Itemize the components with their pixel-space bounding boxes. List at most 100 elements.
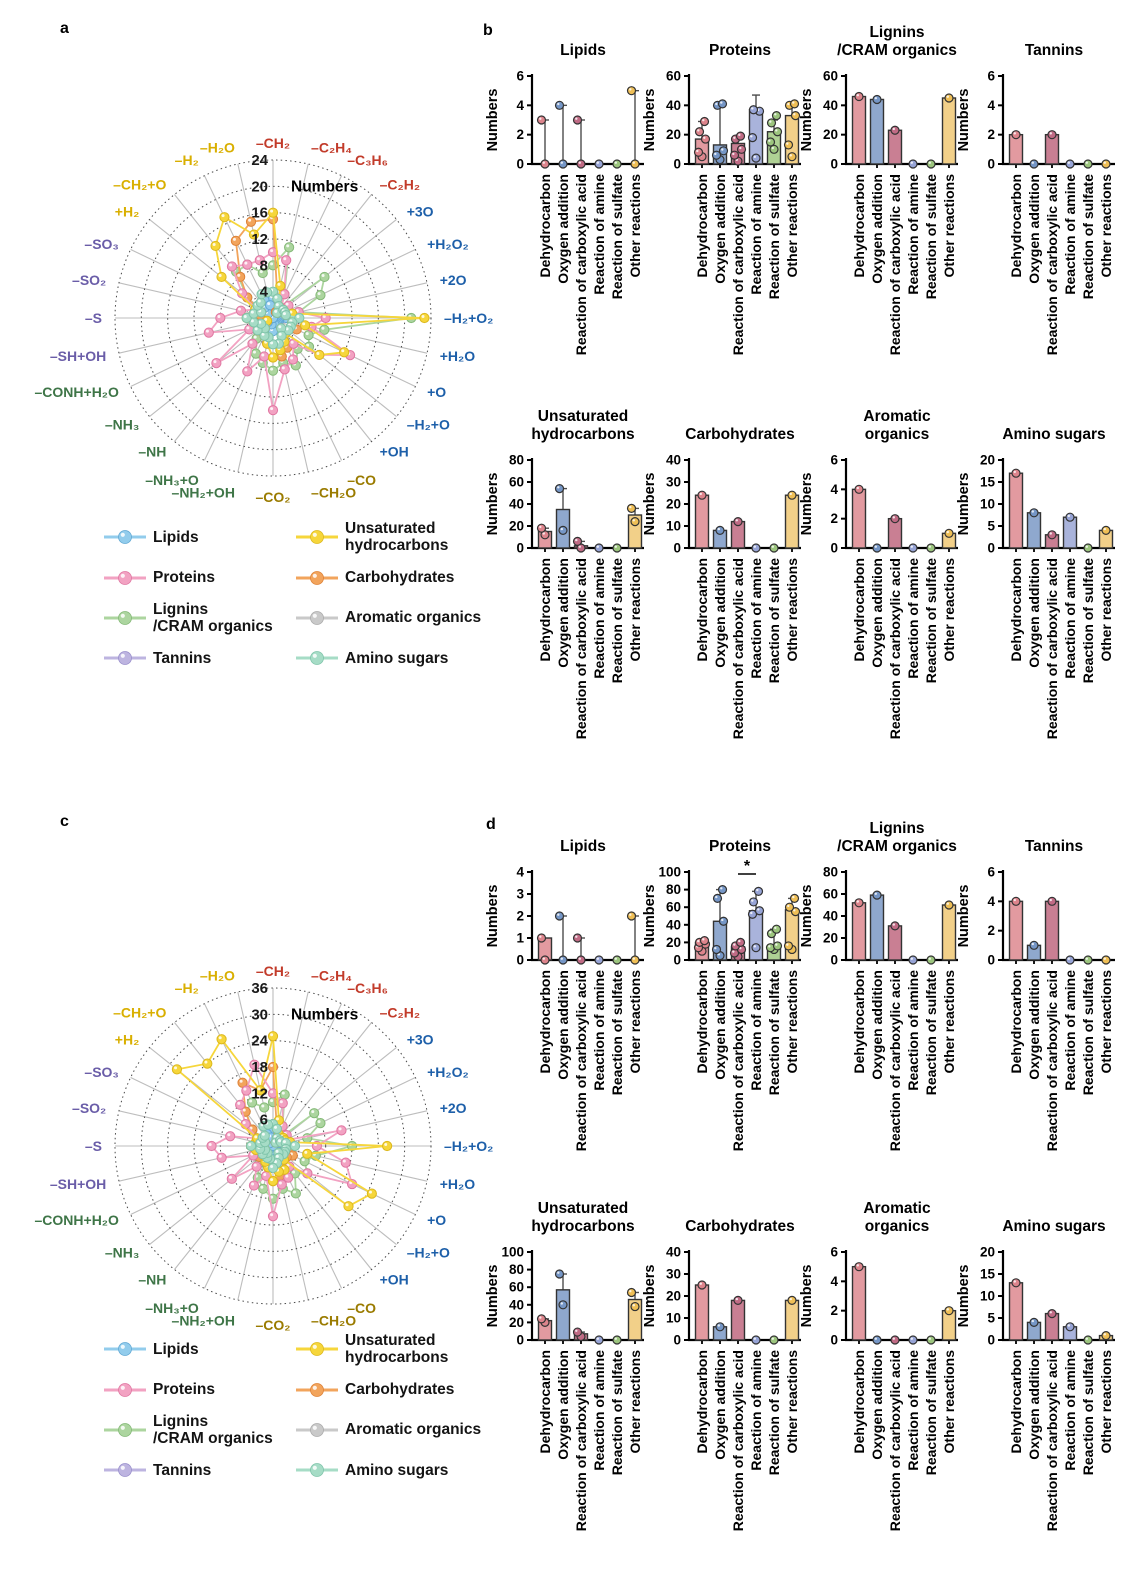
radar-spoke-label: –NH₃+O — [145, 1300, 199, 1316]
x-category-label: Reaction of sulfate — [1080, 174, 1096, 299]
y-tick-label: 5 — [987, 1311, 995, 1326]
legend-label: Carbohydrates — [345, 569, 455, 587]
data-point — [572, 536, 583, 547]
data-point — [872, 890, 882, 900]
x-category-label: Reaction of carboxylic acid — [573, 1350, 589, 1531]
y-tick-label: 0 — [516, 953, 524, 968]
radar-point-proteins — [247, 338, 258, 349]
data-point — [754, 906, 765, 916]
chart-title: Lipids — [510, 22, 656, 60]
x-category-label: Reaction of carboxylic acid — [730, 558, 746, 739]
radar-point-unsaturated — [171, 1064, 183, 1075]
y-tick-label: 4 — [830, 482, 838, 497]
x-category-label: Reaction of carboxylic acid — [1044, 970, 1060, 1151]
data-point — [612, 955, 622, 965]
x-category-label: Dehydrocarbon — [537, 174, 553, 277]
x-category-label: Dehydrocarbon — [1008, 1350, 1024, 1453]
lipids-marker-icon — [104, 1342, 146, 1357]
legend-item-aromatic: Aromatic organics — [294, 609, 512, 627]
radar-point-amino — [271, 1123, 283, 1134]
x-category-label: Reaction of amine — [1062, 1350, 1078, 1471]
radar-point-proteins — [259, 351, 270, 362]
radial-tick-label: 24 — [251, 152, 268, 169]
bar-chart-d-aromatic-organics: Aromatic organics 0 2 4 6 Numbers Dehydrocarbon… — [798, 1198, 970, 1570]
panel-label-b: b — [483, 22, 493, 39]
bar-chart-b-unsaturated-hydrocarbons: Unsaturated hydrocarbons 0 20 40 60 80 Numbers D… — [484, 406, 656, 778]
y-axis-label: Numbers — [799, 1265, 815, 1328]
legend-label: Lipids — [153, 528, 199, 546]
y-tick-label: 3 — [516, 887, 524, 902]
data-point — [908, 543, 918, 553]
bar — [851, 95, 867, 165]
data-point — [693, 147, 704, 157]
radar-point-proteins — [277, 1098, 288, 1109]
data-point — [872, 543, 882, 553]
data-point — [1011, 896, 1021, 906]
data-point — [1083, 543, 1093, 553]
x-category-label: Reaction of sulfate — [923, 1350, 939, 1475]
data-point — [926, 1335, 936, 1345]
data-point — [572, 933, 583, 943]
radar-point-lignins — [279, 1089, 290, 1100]
legend-label: Unsaturated hydrocarbons — [345, 520, 449, 555]
radar-point-lignins — [315, 1118, 326, 1129]
legend-item-carbohydrates: Carbohydrates — [294, 1381, 512, 1399]
chart-title-line: Amino sugars — [1002, 1218, 1106, 1236]
data-point — [576, 159, 586, 169]
data-point — [1011, 468, 1021, 478]
x-category-label: Other reactions — [627, 1350, 643, 1454]
y-tick-label: 0 — [830, 953, 838, 968]
data-point — [783, 941, 794, 951]
data-point — [747, 132, 758, 143]
lignins-marker-icon — [104, 1423, 146, 1437]
bar-chart-b-tannins: Tannins 0 2 4 6 Numbers Dehydrocarbon Oxygen ad… — [955, 22, 1127, 394]
data-point — [751, 153, 761, 163]
x-category-label: Oxygen addition — [869, 970, 885, 1080]
x-category-label: Reaction of sulfate — [766, 970, 782, 1095]
x-category-label: Oxygen addition — [555, 1350, 571, 1460]
bar — [1008, 472, 1024, 549]
radar-point-unsaturated — [366, 1188, 377, 1199]
legend-label: Proteins — [153, 1381, 216, 1399]
radar-point-proteins — [287, 354, 299, 365]
y-tick-label: 20 — [666, 127, 681, 142]
x-category-label: Oxygen addition — [712, 558, 728, 668]
y-tick-label: 40 — [823, 909, 838, 924]
radar-spoke-label: +3O — [407, 1031, 434, 1047]
bar-chart-b-aromatic-organics: Aromatic organics 0 2 4 6 Numbers Dehydrocarbon… — [798, 406, 970, 778]
data-point — [765, 137, 776, 147]
y-tick-label: 5 — [987, 519, 995, 534]
bar-chart-b-carbohydrates: Carbohydrates 0 10 20 30 40 Numbers Dehydrocarb… — [641, 406, 813, 778]
bar-chart-d-unsaturated-hydrocarbons: Unsaturated hydrocarbons 0 20 40 60 80 100 Numbe… — [484, 1198, 656, 1570]
legend-item-amino: Amino sugars — [294, 649, 512, 667]
radar-axis-title: Numbers — [291, 178, 358, 195]
x-category-label: Reaction of sulfate — [1080, 1350, 1096, 1475]
legend-label: Amino sugars — [345, 649, 449, 667]
y-tick-label: 40 — [823, 98, 838, 113]
x-category-label: Other reactions — [1098, 970, 1114, 1074]
legend-item-carbohydrates: Carbohydrates — [294, 569, 512, 587]
x-category-label: Reaction of carboxylic acid — [887, 1350, 903, 1531]
radar-point-lignins — [290, 1188, 301, 1199]
panel-label-c: c — [60, 813, 69, 830]
data-point — [944, 900, 954, 910]
radar-spoke-label: +H₂ — [115, 203, 140, 219]
y-tick-label: 60 — [823, 887, 838, 902]
data-point — [735, 131, 746, 141]
radar-spoke-label: +O — [427, 384, 446, 400]
data-point — [1029, 940, 1039, 950]
data-point — [1101, 525, 1111, 536]
y-tick-label: 1 — [516, 931, 524, 946]
legend-label: Lipids — [153, 1340, 199, 1358]
radar-spoke-label: –NH₂+OH — [172, 1313, 235, 1329]
radar-spoke-label: +H₂O — [440, 348, 476, 364]
chart-title: Unsaturated hydrocarbons — [510, 1198, 656, 1236]
radar-point-proteins — [235, 1099, 246, 1110]
legend-label: Tannins — [153, 1461, 212, 1479]
radar-spoke-label: –CO — [347, 472, 376, 488]
radar-spoke-label: –CO₂ — [255, 489, 290, 505]
legend-item-lipids: Lipids — [102, 1340, 294, 1358]
chart-title: Tannins — [981, 818, 1127, 856]
y-axis-label: Numbers — [642, 473, 658, 536]
